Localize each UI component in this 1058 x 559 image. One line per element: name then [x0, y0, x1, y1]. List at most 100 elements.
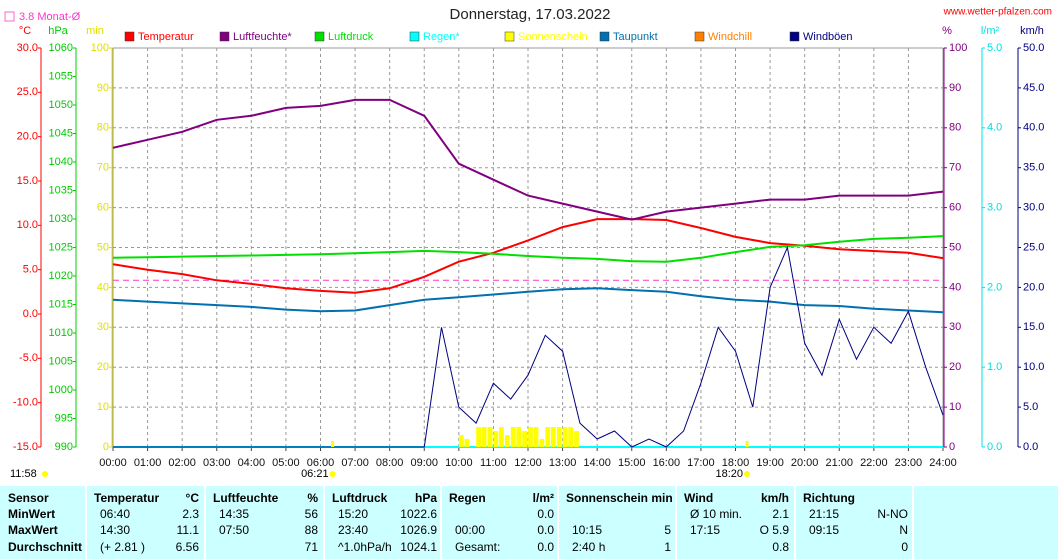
- cell-value: O 5.9: [760, 523, 790, 537]
- y-tick-label: 10.0: [1023, 361, 1044, 373]
- y-tick-label: 0: [103, 441, 109, 453]
- y-tick-label: 5.0: [23, 264, 38, 276]
- y-tick-label: 50.0: [1023, 42, 1044, 54]
- sunshine-bar: [568, 427, 573, 447]
- x-tick-label: 22:00: [860, 457, 888, 469]
- y-tick-label: -15.0: [13, 441, 38, 453]
- sunshine-bar: [476, 427, 482, 447]
- y-tick-label: 40: [949, 281, 961, 293]
- x-tick-label: 21:00: [825, 457, 853, 469]
- y-tick-label: 1055: [49, 70, 73, 82]
- axis-unit: %: [942, 25, 952, 37]
- x-tick-label: 10:00: [445, 457, 473, 469]
- y-tick-label: 5.0: [1023, 401, 1038, 413]
- legend-swatch: [599, 31, 610, 42]
- cell-value: 0: [901, 540, 908, 554]
- sunshine-bar: [493, 431, 499, 447]
- y-tick-label: 60: [949, 202, 961, 214]
- y-tick-label: 0.0: [23, 308, 38, 320]
- sunrise-label: 06:21: [301, 468, 329, 480]
- cell-value: 1026.9: [400, 523, 437, 537]
- y-tick-label: 50: [97, 241, 109, 253]
- cell-time: (+ 2.81 ): [100, 540, 145, 554]
- x-tick-label: 00:00: [99, 457, 127, 469]
- y-tick-label: 5.0: [987, 42, 1002, 54]
- group-label: Sonnenschein min: [566, 491, 673, 505]
- table-background: [0, 486, 1058, 559]
- group-unit: °C: [186, 491, 200, 505]
- legend-swatch: [789, 31, 800, 42]
- legend-label: Windchill: [708, 31, 752, 43]
- sunshine-bar: [499, 427, 504, 447]
- cell-time: 23:40: [338, 523, 368, 537]
- y-tick-label: 35.0: [1023, 162, 1044, 174]
- cell-value: 0.0: [537, 540, 554, 554]
- noon-label: 11:58: [10, 468, 37, 480]
- cell-time: Gesamt:: [455, 540, 500, 554]
- cell-value: 0.0: [537, 523, 554, 537]
- y-tick-label: 20: [949, 361, 961, 373]
- cell-time: 07:50: [219, 523, 249, 537]
- y-tick-label: 1040: [49, 156, 73, 168]
- cell-time: 15:20: [338, 507, 368, 521]
- cell-time: 21:15: [809, 507, 839, 521]
- legend-swatch: [219, 31, 230, 42]
- chart-title: Donnerstag, 17.03.2022: [450, 6, 611, 23]
- x-tick-label: 20:00: [791, 457, 819, 469]
- cell-value: 56: [305, 507, 319, 521]
- y-tick-label: 20.0: [17, 131, 38, 143]
- y-tick-label: 90: [949, 82, 961, 94]
- group-label: Richtung: [803, 491, 855, 505]
- x-tick-label: 12:00: [514, 457, 542, 469]
- legend-swatch: [504, 31, 515, 42]
- axis-unit: min: [86, 25, 104, 37]
- y-tick-label: 1030: [49, 213, 73, 225]
- group-label: Luftfeuchte: [213, 491, 279, 505]
- y-tick-label: 10.0: [17, 219, 38, 231]
- y-tick-label: 50: [949, 241, 961, 253]
- y-tick-label: 995: [55, 412, 73, 424]
- y-tick-label: 3.0: [987, 202, 1002, 214]
- y-tick-label: 1.0: [987, 361, 1002, 373]
- x-tick-label: 04:00: [238, 457, 266, 469]
- sunshine-bar: [562, 427, 568, 447]
- y-tick-label: 4.0: [987, 122, 1002, 134]
- group-label: Wind: [684, 491, 713, 505]
- y-tick-label: 1015: [49, 298, 73, 310]
- cell-time: 00:00: [455, 523, 485, 537]
- group-unit: km/h: [761, 491, 789, 505]
- cell-time: 14:30: [100, 523, 130, 537]
- y-tick-label: -10.0: [13, 397, 38, 409]
- group-unit: l/m²: [533, 491, 554, 505]
- cell-time: 2:40 h: [572, 540, 605, 554]
- series-line: [113, 245, 944, 448]
- axis-unit: hPa: [48, 25, 68, 37]
- y-tick-label: 40: [97, 281, 109, 293]
- sunshine-bar: [510, 427, 516, 447]
- sunshine-bar: [528, 427, 533, 447]
- y-tick-label: 40.0: [1023, 122, 1044, 134]
- y-tick-label: 90: [97, 82, 109, 94]
- cell-value: 71: [305, 540, 319, 554]
- legend-swatch: [124, 31, 135, 42]
- y-tick-label: 30.0: [1023, 202, 1044, 214]
- cell-time: Ø 10 min.: [690, 507, 742, 521]
- y-tick-label: 25.0: [17, 86, 38, 98]
- y-tick-label: 2.0: [987, 281, 1002, 293]
- cell-value: N: [899, 523, 908, 537]
- axis-unit: °C: [19, 25, 31, 37]
- sunshine-bar: [539, 439, 545, 447]
- y-tick-label: 990: [55, 441, 73, 453]
- sunshine-bar: [545, 427, 551, 447]
- row-label: MinWert: [8, 507, 55, 521]
- y-tick-label: 10: [949, 401, 961, 413]
- row-label: Durchschnitt: [8, 540, 82, 554]
- y-tick-label: 70: [97, 162, 109, 174]
- cell-value: N-NO: [877, 507, 908, 521]
- x-tick-label: 17:00: [687, 457, 715, 469]
- x-tick-label: 07:00: [341, 457, 369, 469]
- cell-value: 1024.1: [400, 540, 437, 554]
- x-tick-label: 15:00: [618, 457, 646, 469]
- y-tick-label: 1035: [49, 184, 73, 196]
